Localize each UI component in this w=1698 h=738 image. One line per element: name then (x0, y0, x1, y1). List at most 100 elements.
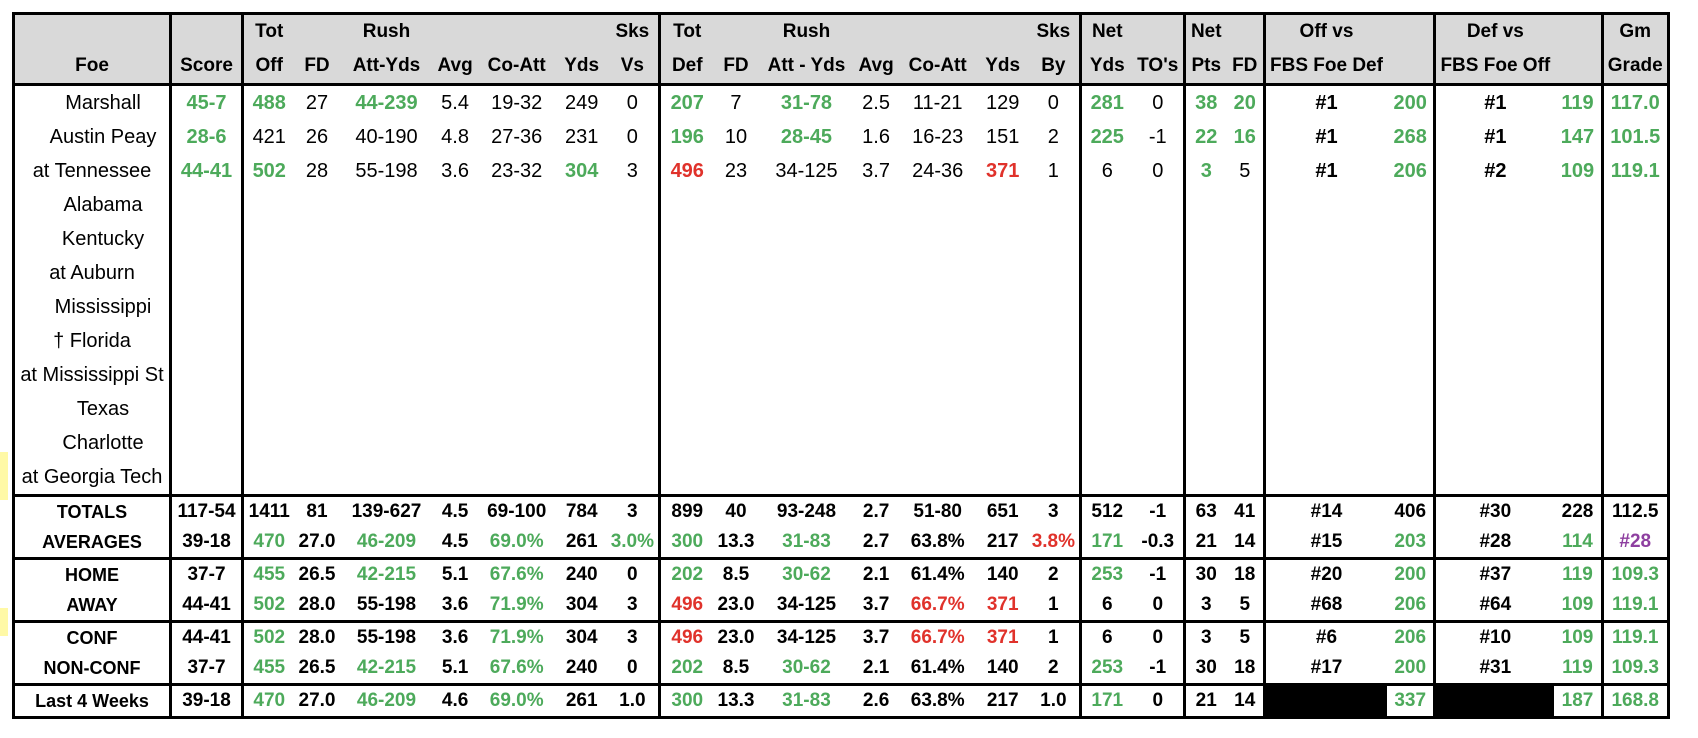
stat-cell (433, 188, 476, 222)
stat-cell (169, 426, 243, 460)
summary-label: HOME (65, 565, 119, 585)
stat-cell: 1 (1048, 594, 1059, 615)
stat-cell (854, 188, 897, 222)
stat-cell: 42-215 (356, 564, 417, 585)
stat-cell (557, 290, 607, 324)
column-header: FD (294, 49, 340, 86)
summary-row: AVERAGES 39-18 470 27.0 46-209 4.5 69.0% 261 3.0… (14, 527, 1669, 559)
stat-cell: 31-78 (780, 92, 833, 114)
opponent-name: Marshall (65, 92, 141, 114)
stat-cell (169, 290, 243, 324)
stat-cell: 8.5 (722, 657, 750, 678)
stat-cell: 455 (241, 653, 295, 685)
stat-cell: 0 (627, 657, 638, 678)
stat-cell: 63 (1183, 495, 1227, 527)
stat-cell: 23 (724, 160, 748, 182)
stat-cell (854, 324, 897, 358)
stat-cell (1183, 426, 1227, 460)
stat-cell (1133, 188, 1185, 222)
stat-cell: #2 (1433, 154, 1555, 188)
stat-cell (295, 426, 340, 460)
stat-cell (295, 188, 340, 222)
stat-cell (477, 358, 557, 392)
summary-label: NON-CONF (43, 658, 141, 678)
stat-cell: 139-627 (351, 501, 422, 522)
column-header (1226, 13, 1265, 49)
stat-cell: 1 (1048, 627, 1059, 648)
stat-cell (978, 324, 1028, 358)
stat-cell: 11-21 (912, 92, 963, 114)
stat-cell (978, 426, 1028, 460)
stat-cell (1554, 290, 1602, 324)
stat-cell: #14 (1262, 495, 1387, 527)
stat-cell: 5.1 (441, 657, 469, 678)
stat-cell: -1 (1148, 126, 1167, 148)
summary-label: TOTALS (56, 502, 128, 522)
stat-cell: 109 (1561, 627, 1594, 648)
stat-cell: 28-45 (780, 126, 833, 148)
stat-cell: 200 (1394, 564, 1427, 585)
stat-cell: 16-23 (912, 126, 964, 148)
stat-cell (1028, 426, 1081, 460)
stat-cell (607, 426, 660, 460)
stat-cell (898, 460, 978, 496)
stat-cell (169, 460, 243, 496)
stat-cell: 13.3 (717, 690, 755, 711)
stat-cell: 109.3 (1600, 558, 1669, 590)
stat-cell (169, 188, 243, 222)
stat-cell: 0 (1152, 160, 1164, 182)
column-header (13, 13, 171, 49)
summary-group: TOTALS 117-54 1411 81 139-627 4.5 69-100 784 3 89… (13, 495, 1669, 559)
stat-cell: 784 (565, 501, 598, 522)
stat-cell: 55-198 (356, 594, 417, 615)
stat-cell (1079, 358, 1133, 392)
stat-cell: 28.0 (298, 594, 336, 615)
stat-cell: 44-41 (169, 621, 243, 653)
stat-cell (758, 426, 854, 460)
opponent-name: at Georgia Tech (21, 466, 163, 488)
column-header (1386, 13, 1435, 49)
stat-cell: 406 (1394, 501, 1427, 522)
stat-cell (433, 460, 476, 496)
stat-cell: 8.5 (722, 564, 750, 585)
stat-cell (1133, 256, 1185, 290)
stat-cell (978, 460, 1028, 496)
stat-cell (1183, 290, 1227, 324)
stat-cell (1028, 222, 1081, 256)
stat-cell: #1 (1262, 84, 1387, 120)
stat-cell: 109 (1560, 160, 1595, 182)
stat-cell (241, 460, 295, 496)
stat-cell (1387, 358, 1435, 392)
stat-cell (607, 290, 660, 324)
stat-cell (1433, 324, 1555, 358)
stat-cell (1079, 392, 1133, 426)
stat-cell (1133, 222, 1185, 256)
stat-cell: 38 (1183, 84, 1227, 120)
column-header (977, 13, 1028, 49)
stat-cell: 101.5 (1600, 120, 1669, 154)
column-header: Yds (556, 49, 607, 86)
stat-cell (898, 392, 978, 426)
stat-cell: 28 (305, 160, 329, 182)
stat-cell (1433, 358, 1555, 392)
stat-cell: 4.8 (441, 126, 469, 148)
stat-cell: 200 (1393, 92, 1427, 114)
stat-cell (854, 460, 897, 496)
stat-cell (1554, 392, 1602, 426)
stat-cell (241, 222, 295, 256)
column-header (476, 13, 557, 49)
column-header: FBS Foe Def (1262, 49, 1387, 86)
stat-cell (1183, 392, 1227, 426)
stat-cell: 217 (986, 690, 1019, 711)
stat-cell (169, 222, 243, 256)
stat-cell: 19-32 (491, 92, 543, 114)
stat-cell (1433, 684, 1555, 718)
stat-cell: 13.3 (717, 531, 755, 552)
stat-cell (898, 222, 978, 256)
stat-cell (758, 290, 854, 324)
stat-cell: 27-36 (491, 126, 543, 148)
stat-cell (1079, 256, 1133, 290)
stat-cell: 81 (306, 501, 328, 522)
stat-cell (339, 222, 433, 256)
stat-cell: 206 (1393, 160, 1427, 182)
